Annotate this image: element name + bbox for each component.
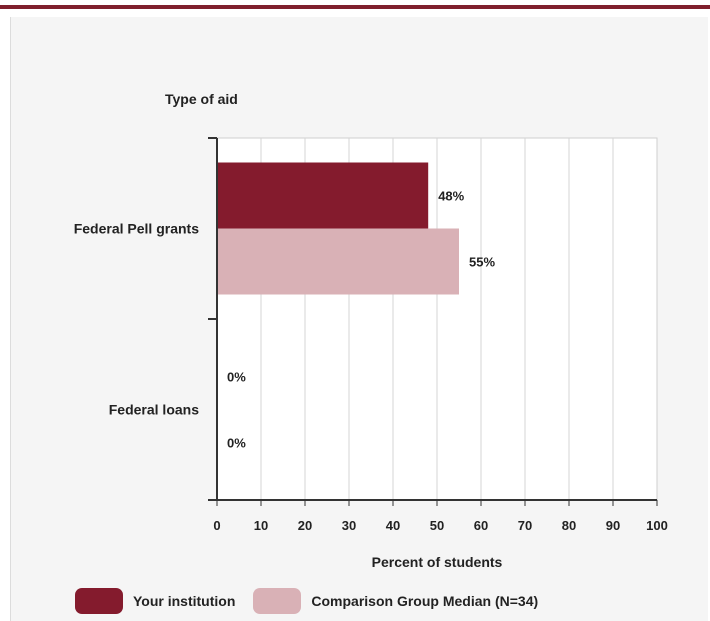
category-label: Federal Pell grants [74, 221, 199, 237]
legend-item-your-institution: Your institution [75, 588, 235, 614]
x-tick-label: 10 [254, 518, 268, 533]
data-label: 55% [469, 255, 495, 270]
bar [217, 228, 459, 295]
legend-swatch-comparison-group [253, 588, 302, 614]
legend-swatch-your-institution [75, 588, 123, 614]
x-tick-label: 0 [213, 518, 220, 533]
axis-layer: Federal Pell grants Federal loans 0 10 20 30 4… [74, 137, 668, 533]
x-tick-label: 70 [518, 518, 532, 533]
x-tick-label: 50 [430, 518, 444, 533]
y-axis-title: Type of aid [165, 91, 238, 107]
x-tick-label: 20 [298, 518, 312, 533]
legend-item-comparison-group: Comparison Group Median (N=34) [253, 588, 538, 614]
data-label: 48% [438, 189, 464, 204]
bar [217, 162, 429, 229]
x-tick-label: 60 [474, 518, 488, 533]
x-axis-title: Percent of students [372, 554, 503, 570]
x-tick-label: 40 [386, 518, 400, 533]
x-tick-label: 90 [606, 518, 620, 533]
legend-label-comparison-group: Comparison Group Median (N=34) [311, 593, 539, 609]
legend: Your institution Comparison Group Median… [75, 587, 556, 615]
top-rule [0, 5, 710, 9]
bar-layer: 48% 55% 0% 0% [217, 162, 495, 451]
x-tick-label: 100 [646, 518, 668, 533]
category-label: Federal loans [109, 402, 199, 418]
x-tick-label: 30 [342, 518, 356, 533]
data-label: 0% [227, 370, 246, 385]
x-tick-label: 80 [562, 518, 576, 533]
data-label: 0% [227, 436, 246, 451]
legend-label-your-institution: Your institution [133, 593, 236, 609]
